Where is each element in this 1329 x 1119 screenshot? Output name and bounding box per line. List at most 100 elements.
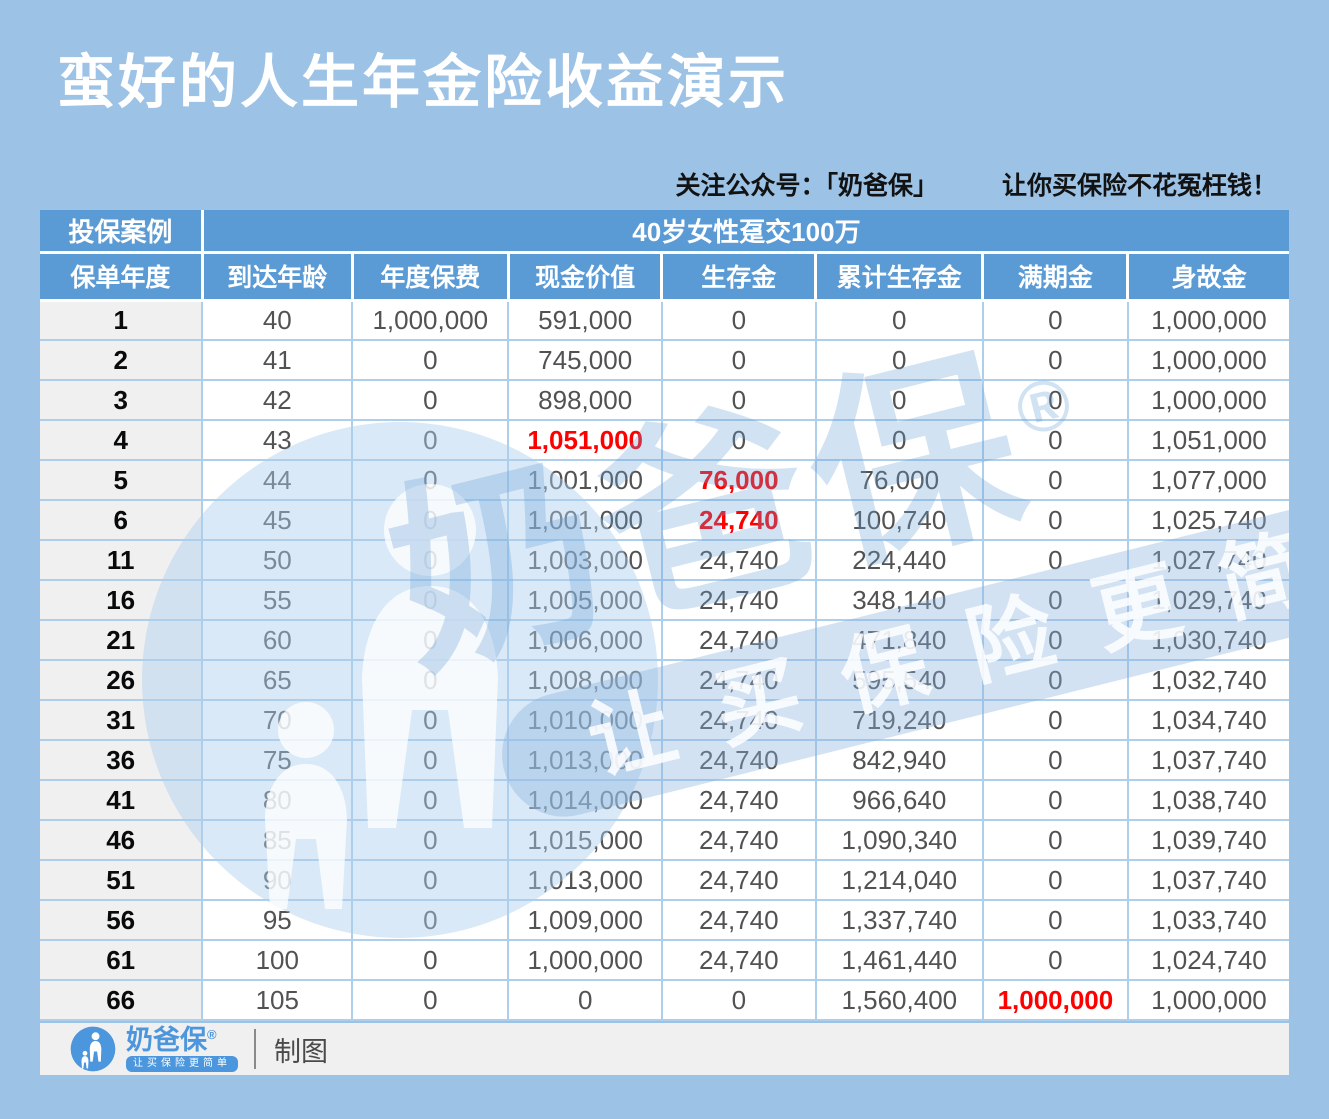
value-cell: 1,024,740 [1126, 939, 1289, 981]
column-header-1: 到达年龄 [200, 250, 354, 302]
value-cell: 1,000,000 [981, 979, 1129, 1021]
policy-year-cell: 3 [40, 379, 204, 421]
value-cell: 45 [201, 499, 354, 541]
value-cell: 1,013,000 [507, 859, 663, 901]
value-cell: 0 [981, 659, 1129, 701]
column-header-3: 现金价值 [506, 250, 664, 302]
value-cell: 1,027,740 [1126, 539, 1289, 581]
value-cell: 0 [351, 619, 510, 661]
value-cell: 591,000 [507, 299, 663, 341]
case-value-cell: 40岁女性趸交100万 [200, 210, 1289, 254]
table-row: 5 44 0 1,001,000 76,000 76,000 0 1,077,000 [40, 459, 1289, 501]
registered-mark-icon: ® [207, 1026, 217, 1042]
value-cell: 1,000,000 [1126, 979, 1289, 1021]
policy-year-cell: 1 [40, 299, 204, 341]
policy-year-cell: 2 [40, 339, 204, 381]
column-header-4: 生存金 [660, 250, 818, 302]
policy-year-cell: 51 [40, 859, 204, 901]
column-header-7: 身故金 [1126, 250, 1289, 302]
brand-block: 奶爸保® 让买保险更简单 [126, 1026, 238, 1073]
value-cell: 1,000,000 [1126, 299, 1289, 341]
value-cell: 1,034,740 [1126, 699, 1289, 741]
promo-follow-text: 关注公众号：「奶爸保」 [675, 172, 938, 200]
table-row: 46 85 0 1,015,000 24,740 1,090,340 0 1,039,740 [40, 819, 1289, 861]
value-cell: 24,740 [660, 699, 817, 741]
value-cell: 842,940 [814, 739, 984, 781]
policy-year-cell: 21 [40, 619, 204, 661]
value-cell: 1,015,000 [507, 819, 663, 861]
value-cell: 0 [981, 379, 1129, 421]
policy-year-cell: 46 [40, 819, 204, 861]
policy-year-cell: 5 [40, 459, 204, 501]
value-cell: 0 [814, 419, 984, 461]
value-cell: 1,000,000 [1126, 379, 1289, 421]
value-cell: 1,014,000 [507, 779, 663, 821]
value-cell: 100 [201, 939, 354, 981]
value-cell: 65 [201, 659, 354, 701]
value-cell: 24,740 [660, 939, 817, 981]
value-cell: 0 [351, 339, 510, 381]
value-cell: 1,000,000 [507, 939, 663, 981]
value-cell: 0 [981, 859, 1129, 901]
value-cell: 76,000 [660, 459, 817, 501]
value-cell: 0 [351, 579, 510, 621]
value-cell: 0 [660, 339, 817, 381]
credit-label: 制图 [274, 1036, 328, 1067]
value-cell: 0 [814, 299, 984, 341]
value-cell: 0 [351, 899, 510, 941]
value-cell: 0 [814, 379, 984, 421]
value-cell: 0 [351, 979, 510, 1021]
value-cell: 0 [981, 499, 1129, 541]
value-cell: 24,740 [660, 619, 817, 661]
footer-bar: 奶爸保® 让买保险更简单 制图 [40, 1023, 1289, 1075]
table-row: 11 50 0 1,003,000 24,740 224,440 0 1,027,740 [40, 539, 1289, 581]
value-cell: 1,009,000 [507, 899, 663, 941]
case-header-row: 投保案例 40岁女性趸交100万 [40, 210, 1289, 254]
policy-year-cell: 41 [40, 779, 204, 821]
value-cell: 40 [201, 299, 354, 341]
value-cell: 1,025,740 [1126, 499, 1289, 541]
value-cell: 0 [981, 739, 1129, 781]
value-cell: 1,000,000 [351, 299, 510, 341]
value-cell: 0 [981, 299, 1129, 341]
table-row: 26 65 0 1,008,000 24,740 595,540 0 1,032,740 [40, 659, 1289, 701]
table-row: 2 41 0 745,000 0 0 0 1,000,000 [40, 339, 1289, 381]
table-body: 1 40 1,000,000 591,000 0 0 0 1,000,000 2 41 0 745,0… [40, 299, 1289, 1021]
value-cell: 41 [201, 339, 354, 381]
table-row: 66 105 0 0 0 1,560,400 1,000,000 1,000,000 [40, 979, 1289, 1021]
value-cell: 1,037,740 [1126, 739, 1289, 781]
value-cell: 44 [201, 459, 354, 501]
value-cell: 1,038,740 [1126, 779, 1289, 821]
policy-year-cell: 11 [40, 539, 204, 581]
value-cell: 43 [201, 419, 354, 461]
table-row: 1 40 1,000,000 591,000 0 0 0 1,000,000 [40, 299, 1289, 341]
value-cell: 745,000 [507, 339, 663, 381]
value-cell: 0 [814, 339, 984, 381]
value-cell: 0 [507, 979, 663, 1021]
promo-line: 关注公众号：「奶爸保」 让你买保险不花冤枉钱！ [675, 166, 1277, 202]
value-cell: 1,560,400 [814, 979, 984, 1021]
table-row: 51 90 0 1,013,000 24,740 1,214,040 0 1,037,740 [40, 859, 1289, 901]
page-title: 蛮好的人生年金险收益演示 [57, 50, 790, 115]
value-cell: 1,032,740 [1126, 659, 1289, 701]
value-cell: 0 [351, 379, 510, 421]
value-cell: 0 [351, 699, 510, 741]
value-cell: 1,005,000 [507, 579, 663, 621]
value-cell: 24,740 [660, 819, 817, 861]
value-cell: 0 [351, 419, 510, 461]
value-cell: 0 [351, 459, 510, 501]
value-cell: 55 [201, 579, 354, 621]
value-cell: 1,006,000 [507, 619, 663, 661]
value-cell: 1,051,000 [1126, 419, 1289, 461]
value-cell: 1,000,000 [1126, 339, 1289, 381]
table-row: 31 70 0 1,010,000 24,740 719,240 0 1,034,740 [40, 699, 1289, 741]
value-cell: 898,000 [507, 379, 663, 421]
policy-year-cell: 16 [40, 579, 204, 621]
value-cell: 471,840 [814, 619, 984, 661]
value-cell: 0 [981, 539, 1129, 581]
value-cell: 0 [351, 499, 510, 541]
value-cell: 0 [660, 379, 817, 421]
value-cell: 1,003,000 [507, 539, 663, 581]
value-cell: 1,090,340 [814, 819, 984, 861]
value-cell: 1,008,000 [507, 659, 663, 701]
